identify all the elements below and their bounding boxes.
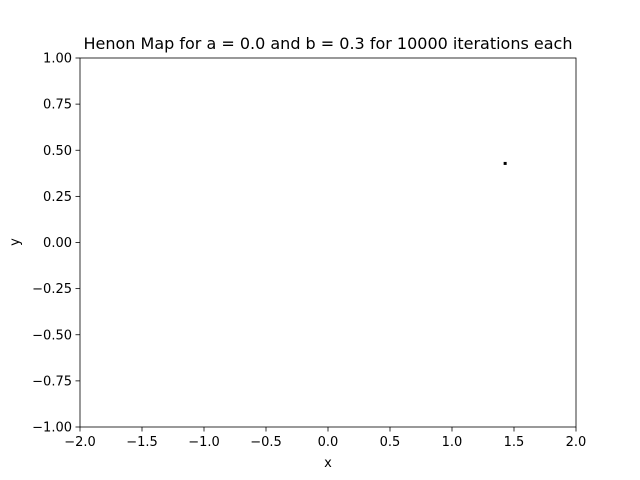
y-tick-label: −0.25 [32, 282, 72, 297]
data-points [503, 161, 507, 165]
x-tick-label: 2.0 [566, 435, 587, 450]
x-tick-label: 1.0 [442, 435, 463, 450]
y-tick-label: 1.00 [43, 52, 72, 67]
y-axis-ticks: 1.00 0.75 0.50 0.25 0.00 −0.25 −0.50 −0.75 −1.00 [32, 52, 80, 436]
y-tick-label: −0.75 [32, 374, 72, 389]
x-axis-ticks: −2.0 −1.5 −1.0 −0.5 0.0 0.5 1.0 1.5 2.0 [64, 427, 586, 450]
x-tick-label: 0.5 [380, 435, 401, 450]
y-axis-label: y [8, 238, 23, 246]
data-point [503, 161, 507, 165]
x-tick-label: 0.0 [318, 435, 339, 450]
y-tick-label: 0.00 [43, 236, 72, 251]
x-tick-label: −0.5 [250, 435, 282, 450]
x-tick-label: 1.5 [504, 435, 525, 450]
y-tick-label: 0.75 [43, 98, 72, 113]
y-tick-label: −1.00 [32, 421, 72, 436]
y-tick-label: −0.50 [32, 328, 72, 343]
y-tick-label: 0.50 [43, 144, 72, 159]
x-axis-label: x [324, 456, 332, 471]
y-tick-label: 0.25 [43, 190, 72, 205]
plot-area [80, 58, 576, 427]
x-tick-label: −1.0 [188, 435, 220, 450]
plot-frame [79, 57, 577, 428]
chart-title: Henon Map for a = 0.0 and b = 0.3 for 10… [83, 34, 572, 53]
x-tick-label: −2.0 [64, 435, 96, 450]
x-tick-label: −1.5 [126, 435, 158, 450]
